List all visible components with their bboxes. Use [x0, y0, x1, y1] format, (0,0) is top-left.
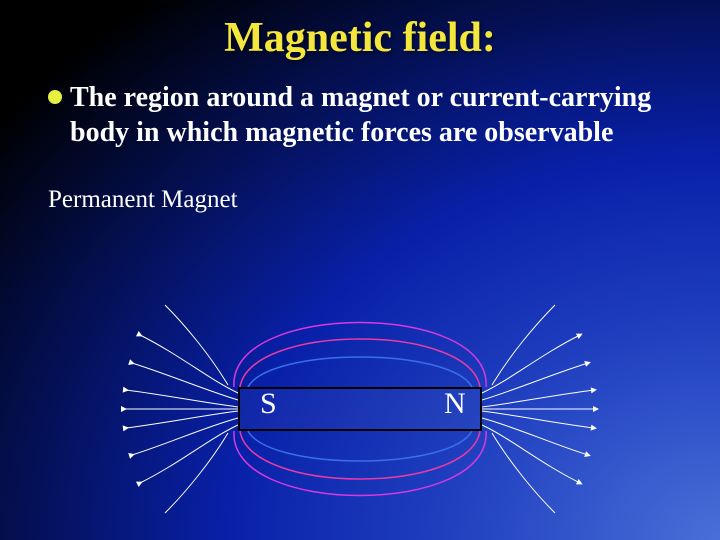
slide-title: Magnetic field:	[0, 0, 720, 62]
north-pole-label: N	[444, 387, 466, 421]
subheading: Permanent Magnet	[0, 150, 720, 214]
definition-text: The region around a magnet or current-ca…	[70, 80, 660, 150]
magnet-diagram: S N	[110, 275, 610, 525]
south-pole-label: S	[260, 387, 277, 421]
bullet-item: The region around a magnet or current-ca…	[0, 62, 720, 150]
bullet-icon	[48, 90, 62, 104]
